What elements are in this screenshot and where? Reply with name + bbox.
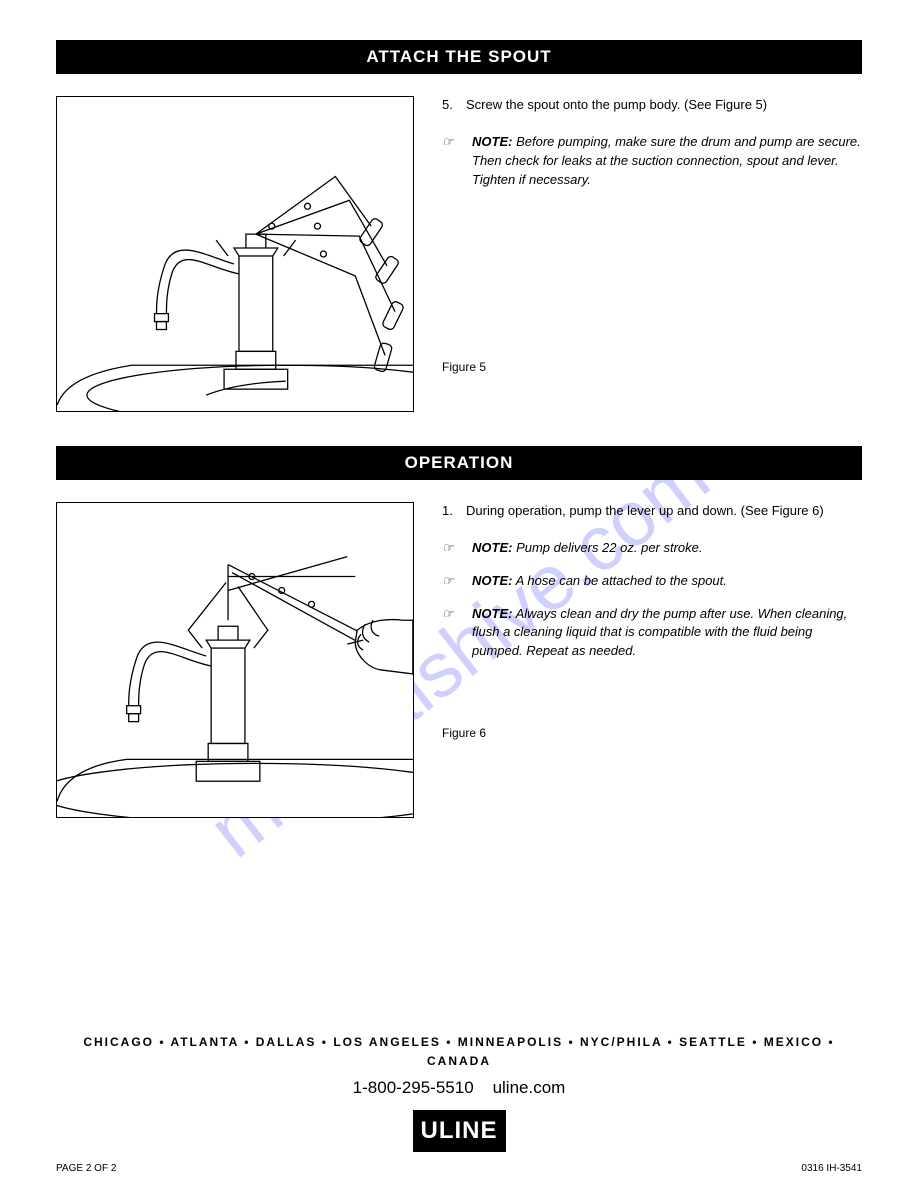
page-number: PAGE 2 OF 2	[56, 1163, 116, 1174]
operation-note-1-label: NOTE:	[472, 540, 512, 555]
operation-section-header: OPERATION	[56, 446, 862, 480]
operation-note-2: ☞ NOTE: A hose can be attached to the sp…	[442, 572, 862, 591]
figure-5-box	[56, 96, 414, 412]
spout-step-5: 5. Screw the spout onto the pump body. (…	[442, 96, 862, 115]
operation-step-number: 1.	[442, 502, 456, 521]
operation-note-1: ☞ NOTE: Pump delivers 22 oz. per stroke.	[442, 539, 862, 558]
figure-5-illustration	[57, 97, 413, 411]
spout-right-column: 5. Screw the spout onto the pump body. (…	[442, 96, 862, 412]
loc-atlanta: ATLANTA	[170, 1035, 238, 1049]
loc-mexico: MEXICO	[764, 1035, 823, 1049]
loc-nyc: NYC/PHILA	[580, 1035, 662, 1049]
spout-section-header: ATTACH THE SPOUT	[56, 40, 862, 74]
footer-phone: 1-800-295-5510	[353, 1078, 474, 1097]
page-footer: CHICAGO • ATLANTA • DALLAS • LOS ANGELES…	[56, 1033, 862, 1152]
operation-note-3-label: NOTE:	[472, 606, 512, 621]
loc-canada: CANADA	[427, 1054, 491, 1068]
doc-code: 0316 IH-3541	[801, 1163, 862, 1174]
operation-note-1-text: NOTE: Pump delivers 22 oz. per stroke.	[472, 539, 703, 558]
operation-section-body: 1. During operation, pump the lever up a…	[56, 502, 862, 818]
operation-step-1: 1. During operation, pump the lever up a…	[442, 502, 862, 521]
spout-note: ☞ NOTE: Before pumping, make sure the dr…	[442, 133, 862, 190]
loc-mn: MINNEAPOLIS	[458, 1035, 563, 1049]
operation-note-3-text: NOTE: Always clean and dry the pump afte…	[472, 605, 862, 662]
pointing-hand-icon: ☞	[442, 539, 462, 558]
figure-6-label: Figure 6	[442, 725, 862, 742]
loc-chicago: CHICAGO	[83, 1035, 154, 1049]
loc-dallas: DALLAS	[256, 1035, 317, 1049]
operation-right-column: 1. During operation, pump the lever up a…	[442, 502, 862, 818]
page-meta: PAGE 2 OF 2 0316 IH-3541	[56, 1163, 862, 1174]
spout-step-text: Screw the spout onto the pump body. (See…	[466, 96, 767, 115]
spout-section-body: 5. Screw the spout onto the pump body. (…	[56, 96, 862, 412]
uline-logo: ULINE	[413, 1110, 506, 1152]
operation-step-text: During operation, pump the lever up and …	[466, 502, 824, 521]
spout-note-text: NOTE: Before pumping, make sure the drum…	[472, 133, 862, 190]
spout-step-number: 5.	[442, 96, 456, 115]
pointing-hand-icon: ☞	[442, 133, 462, 190]
footer-url: uline.com	[493, 1078, 566, 1097]
loc-seattle: SEATTLE	[679, 1035, 747, 1049]
figure-5-label: Figure 5	[442, 359, 862, 376]
operation-note-2-label: NOTE:	[472, 573, 512, 588]
spout-note-body: Before pumping, make sure the drum and p…	[472, 134, 861, 187]
operation-note-2-body: A hose can be attached to the spout.	[516, 573, 727, 588]
footer-locations: CHICAGO • ATLANTA • DALLAS • LOS ANGELES…	[56, 1033, 862, 1071]
figure-6-box	[56, 502, 414, 818]
footer-contact: 1-800-295-5510 uline.com	[56, 1074, 862, 1101]
page-container: ATTACH THE SPOUT	[0, 0, 918, 892]
operation-note-1-body: Pump delivers 22 oz. per stroke.	[516, 540, 702, 555]
loc-la: LOS ANGELES	[333, 1035, 441, 1049]
pointing-hand-icon: ☞	[442, 605, 462, 662]
operation-note-3: ☞ NOTE: Always clean and dry the pump af…	[442, 605, 862, 662]
figure-6-illustration	[57, 503, 413, 817]
pointing-hand-icon: ☞	[442, 572, 462, 591]
operation-note-3-body: Always clean and dry the pump after use.…	[472, 606, 847, 659]
operation-note-2-text: NOTE: A hose can be attached to the spou…	[472, 572, 727, 591]
spout-note-label: NOTE:	[472, 134, 512, 149]
